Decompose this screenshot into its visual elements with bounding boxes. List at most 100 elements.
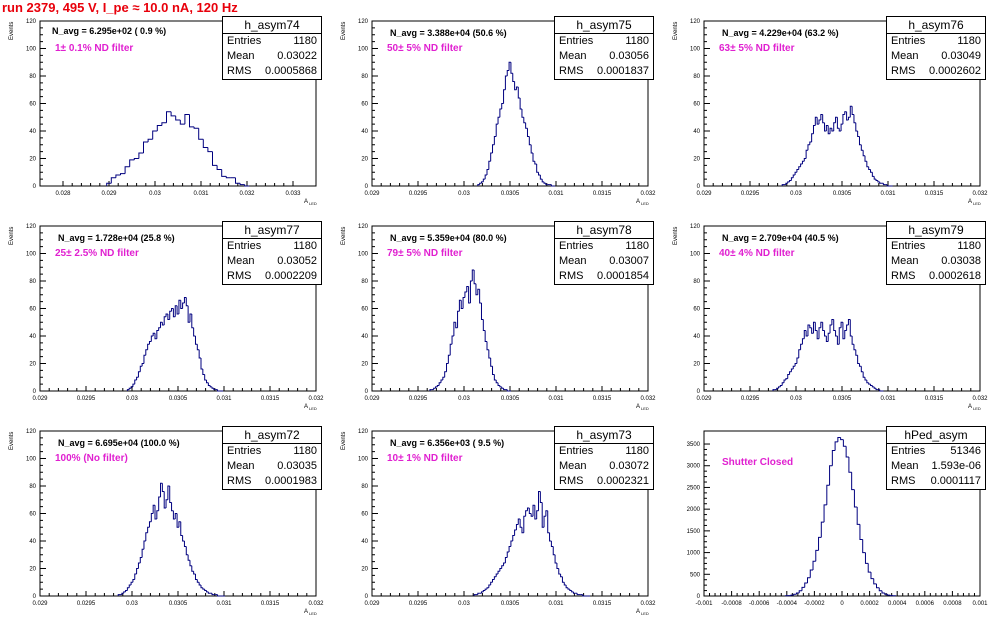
y-tick-label: 120 [26,224,37,230]
histogram-bin [482,319,486,331]
histogram-bin [204,589,207,591]
y-tick-label: 80 [361,74,368,80]
x-tick-label: 0.0004 [888,601,907,607]
histogram-bin [154,333,157,340]
filter-label: 63± 5% ND filter [719,43,795,54]
histogram-bin [147,526,150,533]
histogram-bin [501,565,504,569]
histogram-name: h_asym79 [887,222,985,239]
histogram-bin [150,513,154,522]
stats-value: 1180 [957,35,981,47]
stats-row-mean: Mean 0.03022 [223,49,321,64]
histogram-bin [525,122,528,129]
histogram-bin [506,389,510,392]
histogram-bin [124,166,130,174]
y-tick-label: 0 [697,184,701,190]
histogram-bin [517,87,521,99]
pad-hPed_asym: -0.001 -0.0008 -0.0006 -0.0004 -0.0002 0 0.000… [664,415,996,622]
histogram-bin [189,114,195,128]
histogram-bin [781,184,785,186]
histogram-bin [823,504,827,523]
stats-label: Mean [891,460,919,472]
histogram-bin [862,150,865,157]
histogram-bin [838,327,842,345]
histogram-bin [812,125,816,134]
y-axis-title: Events [673,227,679,245]
histogram-bin [818,327,821,339]
histogram-bin [803,330,807,339]
histogram-bin [857,355,860,364]
stats-row-entries: Entries 1180 [223,34,321,49]
histogram-bin [216,165,222,170]
stats-row-rms: RMS 0.0001837 [555,64,653,79]
stats-label: RMS [891,475,916,487]
histogram-bin [840,437,844,441]
histogram-bin [785,182,788,185]
histogram-bin [196,344,200,351]
histogram-bin [809,569,814,578]
x-tick-label: 0.0305 [169,601,188,607]
histogram-bin [525,510,528,517]
histogram-bin [123,591,126,594]
histogram-bin [523,117,526,124]
stats-box: h_asym74 Entries 1180 Mean 0.03022 RMS 0.00058… [222,16,322,80]
histogram-bin [132,383,135,387]
histogram-bin [475,283,478,296]
navg-text: N_avg = 6.295e+02 ( 0.9 %) [52,26,167,36]
histogram-bin [508,61,511,71]
pad-h_asym79: 0.029 0.0295 0.03 0.0305 0.031 0.0315 0.032 0 20… [664,210,996,417]
histogram-bin [134,379,137,385]
filter-label: 1± 0.1% ND filter [55,43,134,54]
histogram-bin [831,128,834,132]
histogram-bin [556,563,559,569]
stats-row-rms: RMS 0.0002602 [887,64,985,79]
navg-text: N_avg = 6.695e+04 (100.0 %) [58,438,180,448]
histogram-bin [147,138,153,142]
stats-label: RMS [227,65,252,77]
histogram-bin [145,349,148,356]
histogram-bin [798,349,801,358]
histogram-bin [143,141,149,153]
y-tick-label: 0 [33,184,37,190]
y-tick-label: 80 [29,484,36,490]
histogram-bin [818,119,821,125]
histogram-bin [801,338,805,345]
histogram-bin [778,386,781,389]
histogram-bin [488,584,491,588]
histogram-bin [867,563,871,573]
x-tick-label: 0.032 [640,191,656,197]
histogram-bin [532,153,535,162]
histogram-bin [545,510,548,517]
histogram-bin [795,592,800,595]
stats-value: 1180 [293,240,317,252]
y-tick-label: 2000 [687,507,701,513]
histogram-bin [820,114,823,120]
x-axis-title: ALED [968,199,981,206]
y-tick-label: 120 [358,224,369,230]
histogram-svg: 0.028 0.029 0.03 0.031 0.032 0.033 0 20 40 60 80 10… [9,19,317,206]
stats-label: Mean [559,255,587,267]
histogram-bin [200,358,203,370]
x-tick-label: 0.0295 [409,601,428,607]
y-tick-label: 80 [29,279,36,285]
histogram-bin [805,149,808,159]
stats-value: 1180 [625,35,649,47]
y-tick-label: 0 [697,389,701,395]
histogram-bin [160,321,163,328]
histogram-bin [812,321,816,334]
stats-value: 0.03038 [941,255,981,267]
histogram-bin [193,327,196,337]
histogram-bin [878,587,883,592]
y-tick-label: 20 [29,157,36,163]
stats-value: 51346 [950,445,981,457]
y-tick-label: 3500 [687,442,701,448]
x-tick-label: 0.0295 [409,191,428,197]
histogram-bin [798,166,801,170]
x-tick-label: 0.0305 [501,191,520,197]
y-tick-label: 120 [26,19,37,25]
histogram-bin [789,371,792,375]
histogram-bins [781,105,893,187]
stats-label: RMS [891,65,916,77]
y-tick-label: 20 [361,362,368,368]
y-tick-label: 40 [29,539,36,545]
